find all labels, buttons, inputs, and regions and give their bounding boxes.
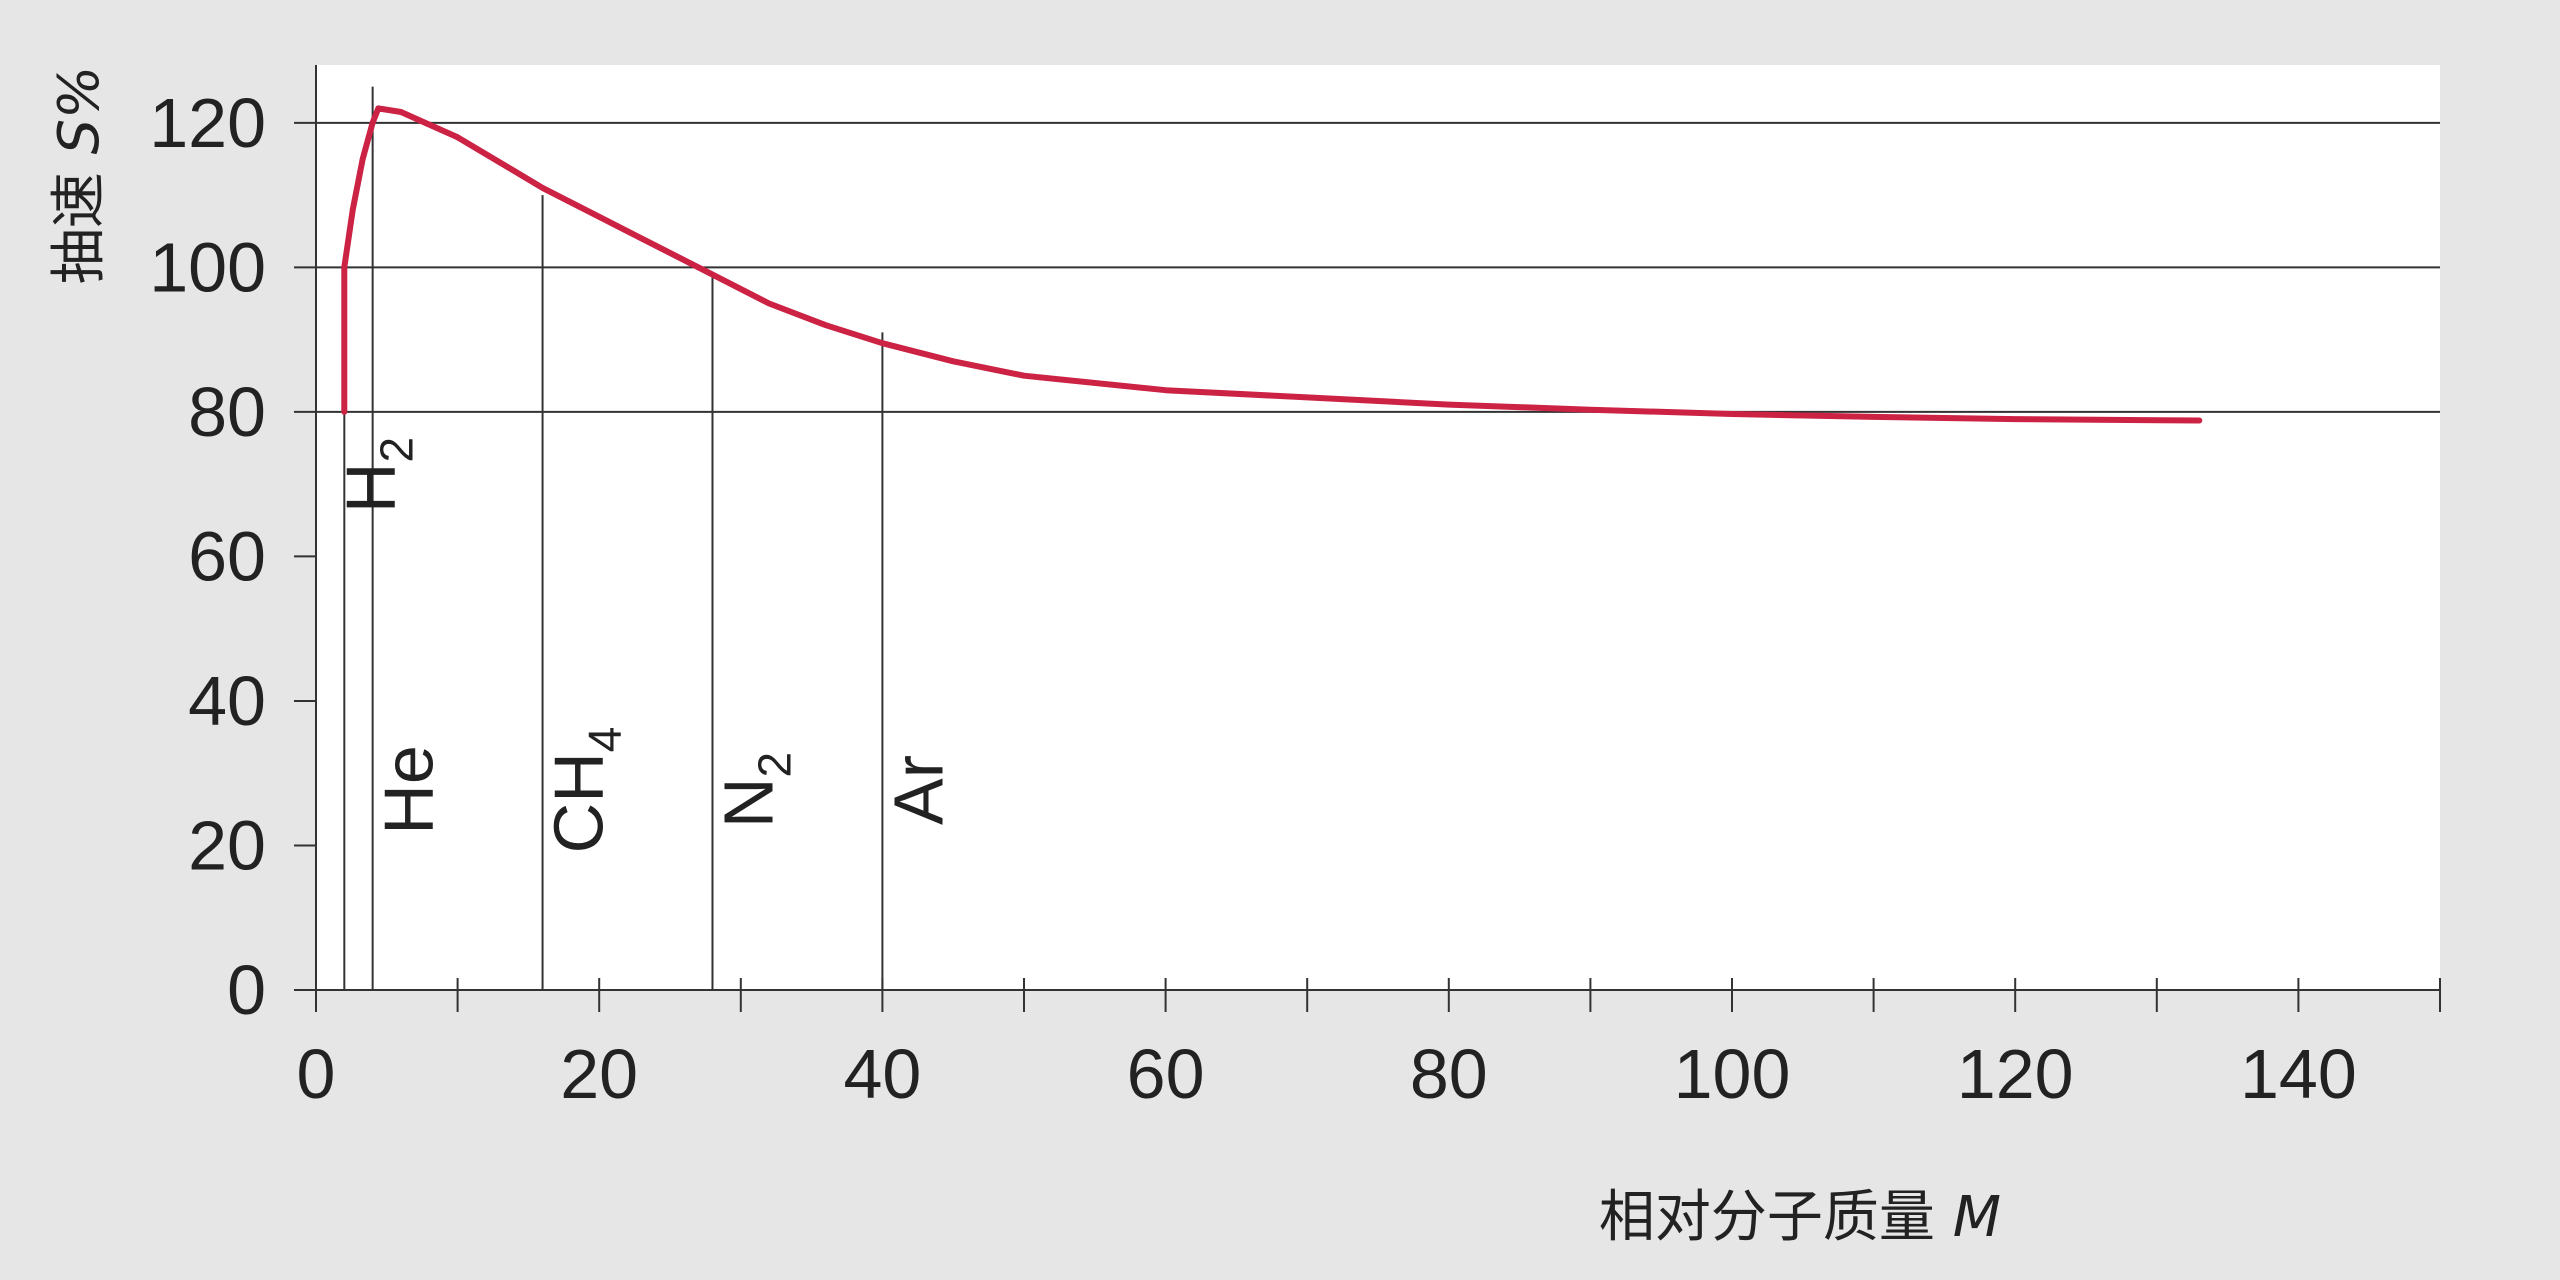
y-axis-title-text: 抽速 (47, 172, 112, 284)
x-tick-label-40: 40 (843, 1035, 921, 1113)
y-tick-label-120: 120 (149, 84, 266, 162)
gas-label-group-3: N2 (709, 752, 800, 828)
axis-titles: 相对分子质量 M 抽速 S% (47, 66, 2001, 1250)
gas-label-4: Ar (879, 755, 957, 825)
gas-label-main-1: He (370, 745, 448, 834)
x-tick-label-100: 100 (1674, 1035, 1791, 1113)
gas-label-main-2: CH (540, 752, 618, 853)
x-tick-label-60: 60 (1127, 1035, 1205, 1113)
y-tick-label-0: 0 (227, 951, 266, 1029)
x-tick-label-0: 0 (297, 1035, 336, 1113)
x-tick-label-140: 140 (2240, 1035, 2357, 1113)
gas-label-1: He (370, 745, 448, 834)
gas-label-3: N2 (709, 752, 800, 828)
gas-label-group-1: He (370, 745, 448, 834)
axes (294, 65, 2441, 1012)
gas-label-sub-0: 2 (370, 437, 422, 463)
series-curve-0 (341, 105, 2203, 424)
gas-label-sub-3: 2 (748, 752, 800, 778)
y-tick-label-100: 100 (149, 228, 266, 306)
y-tick-label-40: 40 (188, 662, 266, 740)
x-axis-title-var: M (1953, 1185, 2001, 1250)
gas-label-group-4: Ar (879, 755, 957, 825)
gas-label-2: CH4 (540, 727, 631, 854)
y-axis-title: 抽速 S% (47, 66, 112, 285)
gas-label-main-4: Ar (879, 755, 957, 825)
series-layer (341, 105, 2203, 424)
gridlines (316, 121, 2440, 413)
y-axis-title-var: S% (47, 66, 112, 155)
gas-label-sub-2: 4 (579, 727, 631, 753)
x-axis-title: 相对分子质量 M (1599, 1185, 2001, 1250)
y-tick-label-80: 80 (188, 373, 266, 451)
gas-label-main-0: H (331, 463, 409, 514)
gas-label-main-3: N (709, 778, 787, 829)
y-tick-label-20: 20 (188, 806, 266, 884)
y-tick-label-60: 60 (188, 517, 266, 595)
x-tick-label-120: 120 (1957, 1035, 2074, 1113)
x-tick-label-80: 80 (1410, 1035, 1488, 1113)
x-tick-label-20: 20 (560, 1035, 638, 1113)
gas-label-group-0: H2 (331, 437, 422, 513)
plot-area (316, 65, 2440, 990)
gas-label-0: H2 (331, 437, 422, 513)
x-axis-title-text: 相对分子质量 (1599, 1185, 1935, 1250)
gas-label-group-2: CH4 (540, 727, 631, 854)
